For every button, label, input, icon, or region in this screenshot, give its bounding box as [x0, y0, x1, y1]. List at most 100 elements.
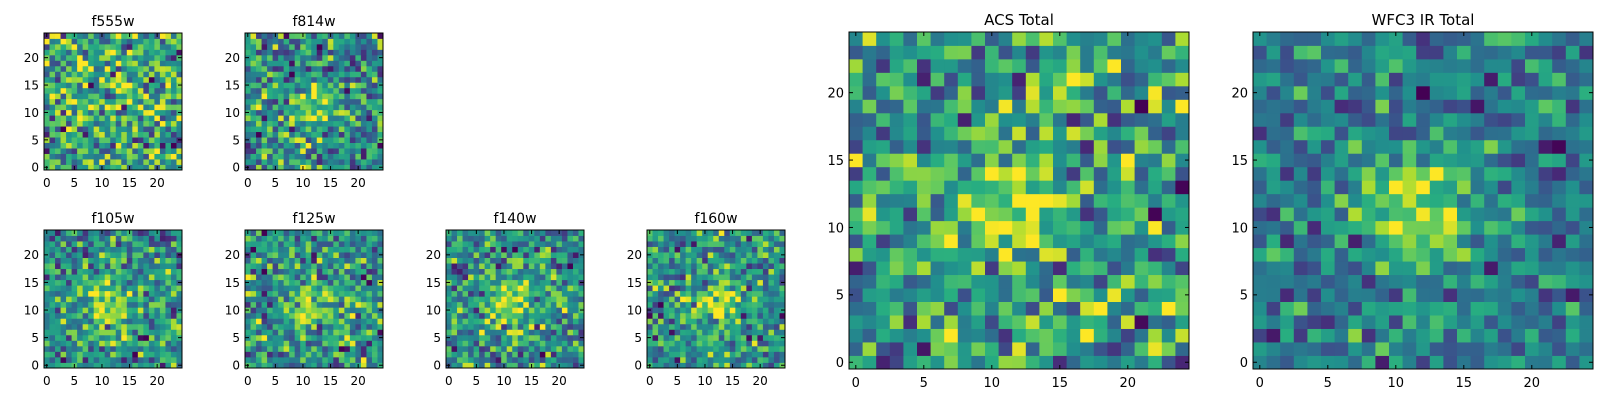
heatmap-cell: [110, 290, 117, 297]
heatmap-cell: [735, 230, 742, 236]
heatmap-cell: [702, 274, 709, 281]
heatmap-cell: [311, 33, 318, 39]
heatmap-cell: [1012, 99, 1027, 114]
heatmap-cell: [250, 301, 257, 308]
heatmap-cell: [751, 318, 758, 325]
heatmap-cell: [327, 274, 334, 281]
heatmap-cell: [245, 296, 251, 303]
heatmap-cell: [327, 345, 334, 352]
heatmap-cell: [88, 65, 95, 72]
heatmap-cell: [495, 362, 502, 369]
heatmap-cell: [132, 109, 139, 116]
heatmap-cell: [294, 263, 301, 270]
heatmap-cell: [876, 112, 891, 127]
heatmap-cell: [165, 131, 172, 138]
heatmap-cell: [267, 104, 273, 111]
heatmap-cell: [451, 323, 458, 330]
heatmap-cell: [971, 328, 986, 343]
heatmap-cell: [250, 148, 257, 154]
heatmap-cell: [99, 279, 106, 286]
heatmap-cell: [567, 230, 574, 236]
heatmap-cell: [132, 87, 139, 94]
heatmap-cell: [256, 290, 262, 297]
heatmap-cell: [572, 246, 579, 253]
heatmap-cell: [170, 345, 177, 352]
heatmap-cell: [349, 362, 356, 369]
heatmap-cell: [1093, 342, 1108, 356]
heatmap-cell: [154, 268, 161, 275]
heatmap-cell: [457, 290, 463, 297]
heatmap-cell: [300, 323, 307, 330]
heatmap-cell: [917, 288, 931, 302]
heatmap-cell: [702, 246, 709, 253]
heatmap-cell: [377, 153, 384, 160]
heatmap-cell: [998, 32, 1013, 46]
heatmap-cell: [1134, 126, 1149, 141]
heatmap-cell: [256, 164, 262, 171]
heatmap-cell: [1334, 261, 1349, 276]
heatmap-cell: [567, 268, 574, 275]
heatmap-cell: [462, 340, 469, 347]
heatmap-cell: [957, 32, 972, 46]
heatmap-cell: [278, 296, 285, 303]
heatmap-cell: [696, 307, 703, 314]
heatmap-cell: [534, 241, 541, 247]
heatmap-cell: [473, 351, 480, 358]
heatmap-cell: [360, 312, 367, 319]
heatmap-cell: [446, 301, 452, 308]
heatmap-cell: [305, 153, 312, 160]
heatmap-cell: [49, 323, 56, 330]
heatmap-cell: [534, 356, 541, 363]
heatmap-cell: [1443, 315, 1458, 329]
heatmap-cell: [115, 159, 122, 165]
heatmap-cell: [1107, 342, 1122, 356]
heatmap-cell: [561, 241, 568, 247]
heatmap-cell: [322, 307, 329, 314]
heatmap-cell: [685, 235, 692, 242]
heatmap-cell: [159, 159, 166, 165]
heatmap-cell: [333, 257, 340, 264]
heatmap-cell: [88, 60, 95, 67]
heatmap-cell: [889, 315, 904, 329]
heatmap-cell: [82, 148, 89, 154]
heatmap-cell: [1012, 32, 1027, 46]
heatmap-cell: [132, 60, 139, 67]
heatmap-cell: [462, 351, 469, 358]
heatmap-cell: [1457, 220, 1471, 235]
x-tick-label: 20: [351, 374, 366, 388]
heatmap-cell: [355, 65, 362, 72]
heatmap-cell: [99, 87, 106, 94]
y-tick-label: 5: [31, 331, 39, 345]
heatmap-cell: [256, 115, 262, 122]
heatmap-cell: [349, 115, 356, 122]
heatmap-cell: [757, 252, 764, 258]
heatmap-cell: [1538, 301, 1553, 316]
heatmap-cell: [534, 362, 541, 369]
heatmap-cell: [539, 252, 546, 258]
heatmap-cell: [718, 252, 725, 258]
heatmap-cell: [517, 268, 524, 275]
heatmap-cell: [652, 351, 659, 358]
heatmap-cell: [316, 43, 323, 50]
heatmap-cell: [1148, 45, 1163, 60]
heatmap-cell: [862, 261, 877, 276]
heatmap-cell: [473, 301, 480, 308]
heatmap-cell: [360, 241, 367, 247]
heatmap-cell: [462, 257, 469, 264]
heatmap-cell: [1348, 166, 1363, 181]
heatmap-cell: [773, 340, 780, 347]
axes-frame: [244, 32, 384, 171]
heatmap-cell: [344, 65, 351, 72]
heatmap-cell: [779, 351, 786, 358]
heatmap-cell: [126, 279, 133, 286]
heatmap-cell: [729, 307, 736, 314]
heatmap-cell: [1107, 139, 1122, 154]
heatmap-cell: [77, 307, 84, 314]
heatmap-cell: [501, 290, 508, 297]
heatmap-cell: [713, 230, 720, 236]
heatmap-cell: [132, 230, 139, 236]
heatmap-cell: [294, 351, 301, 358]
heatmap-cell: [289, 296, 296, 303]
heatmap-cell: [148, 60, 155, 67]
heatmap-cell: [1565, 166, 1580, 181]
